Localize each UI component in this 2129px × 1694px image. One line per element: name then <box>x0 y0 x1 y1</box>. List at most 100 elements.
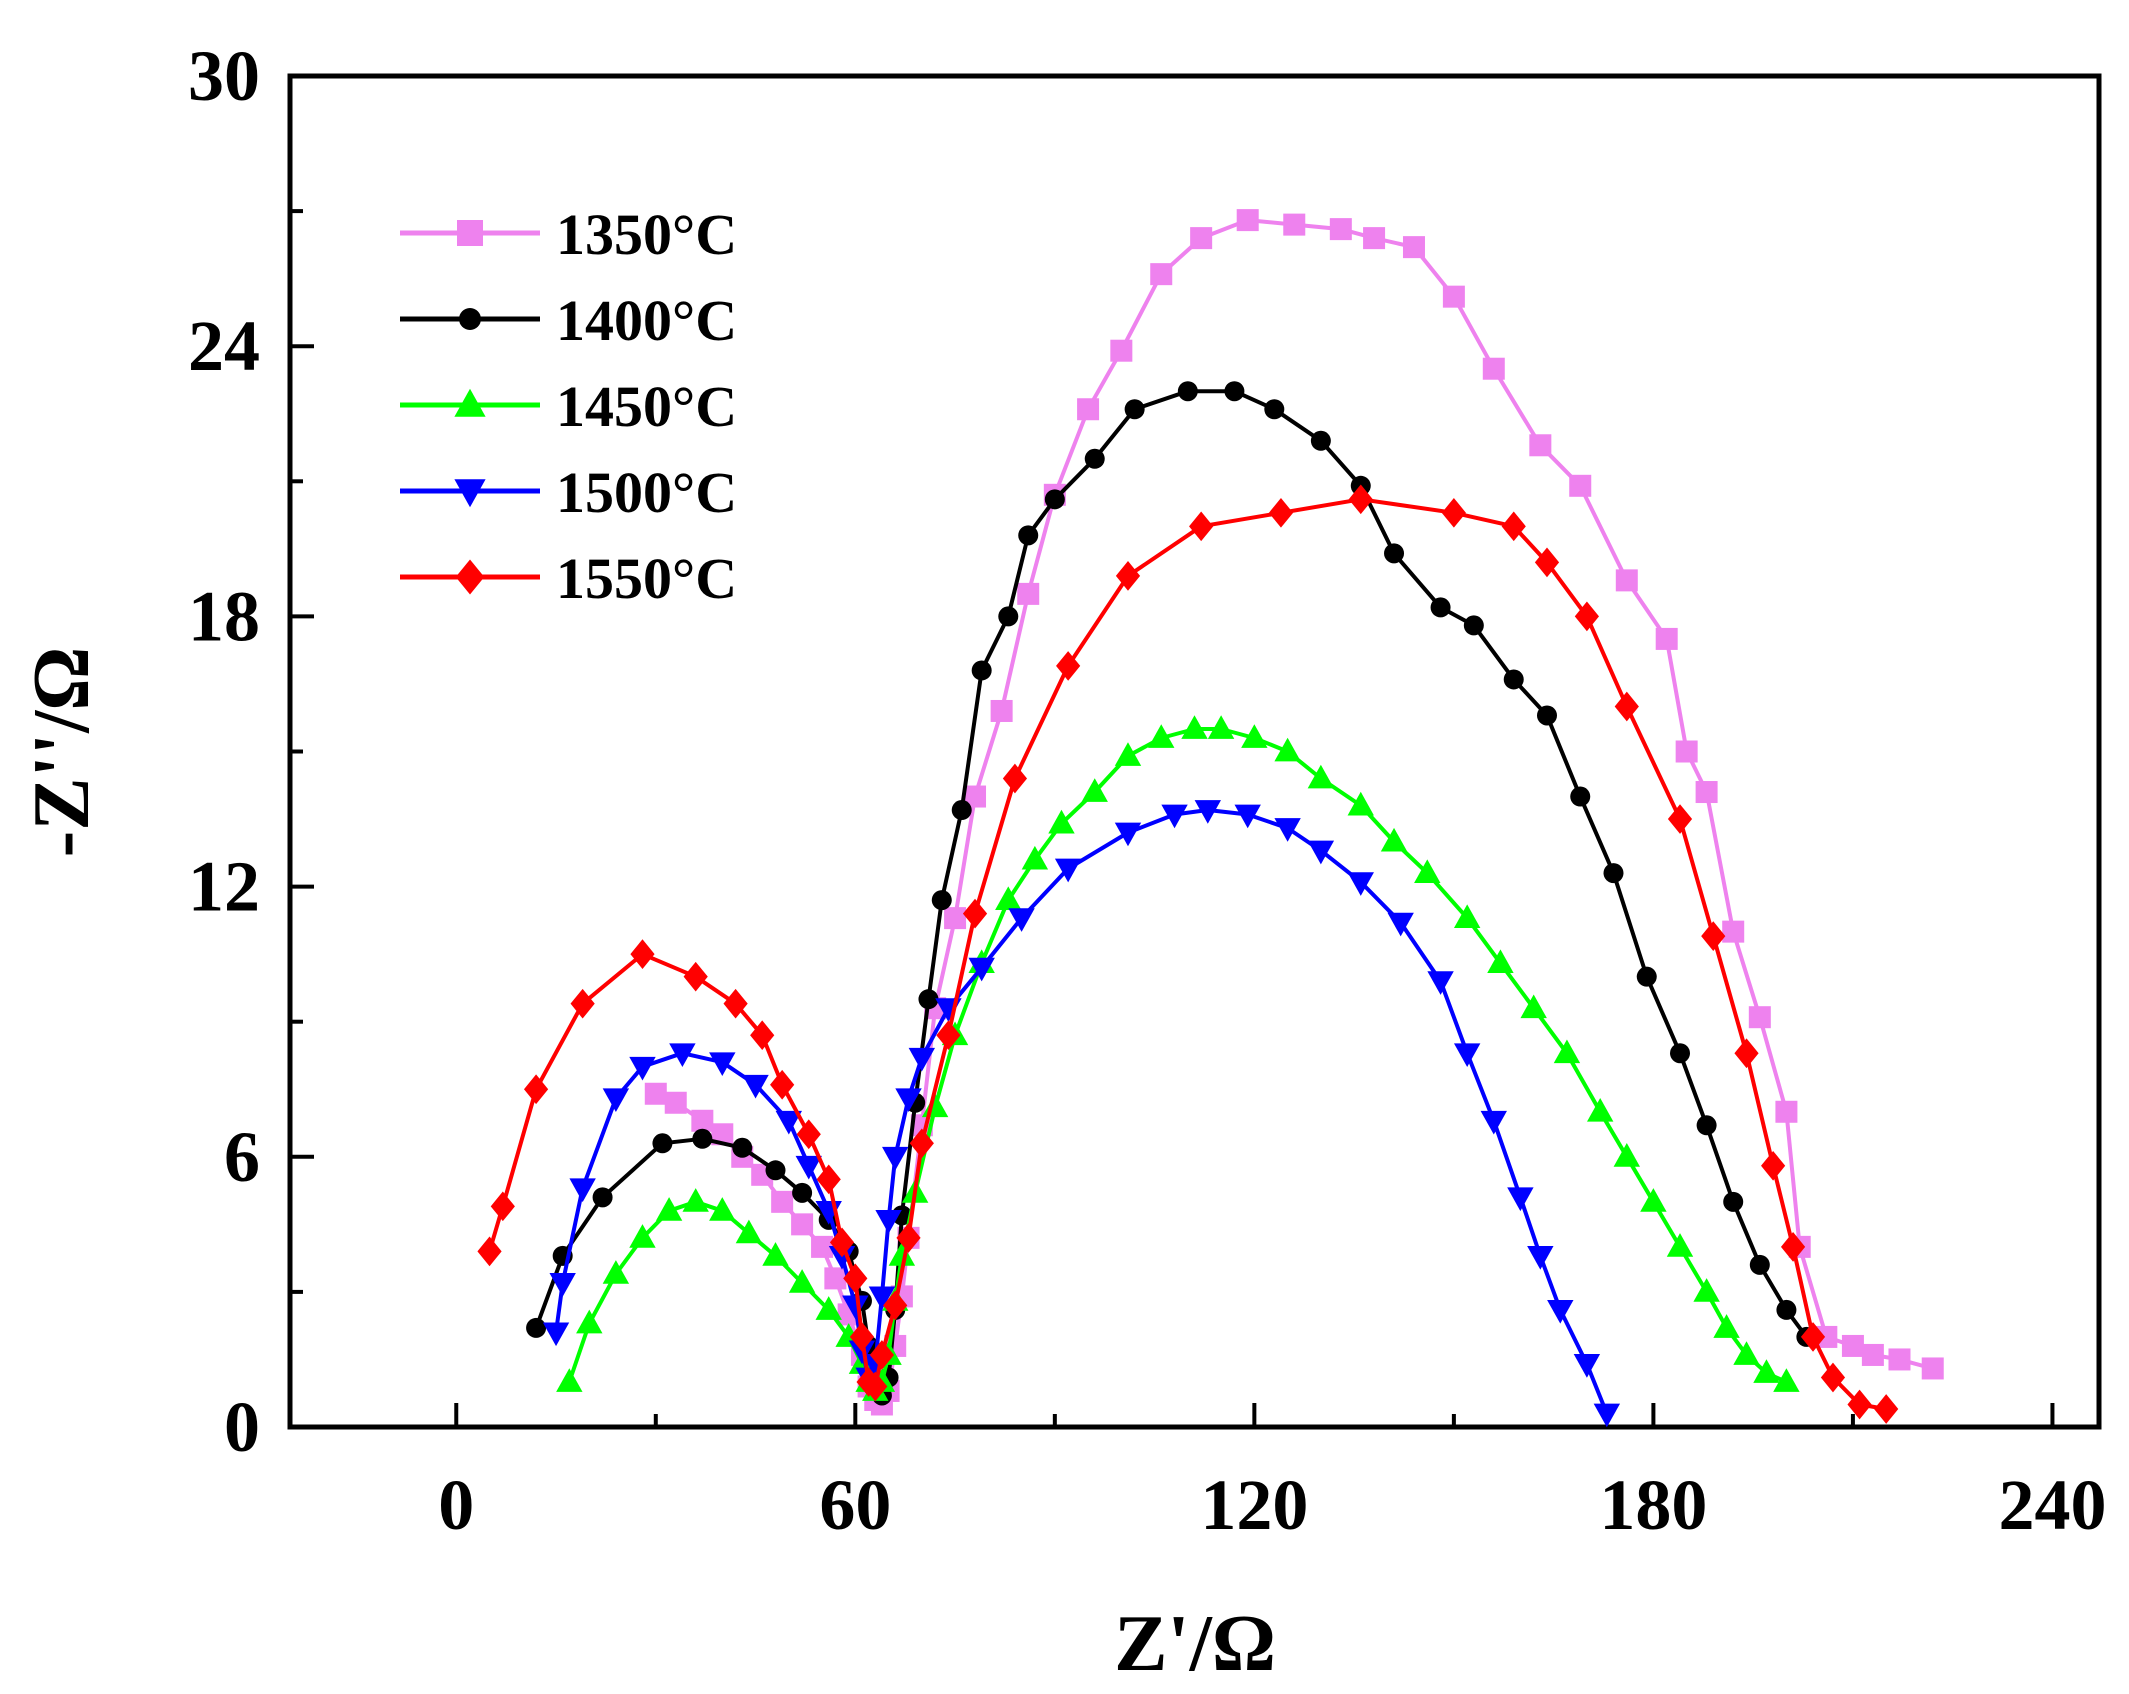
data-point <box>1536 705 1557 726</box>
data-point <box>868 1286 896 1311</box>
data-point <box>792 1182 813 1203</box>
data-point <box>1841 1334 1864 1357</box>
data-point <box>1693 1278 1720 1302</box>
y-tick-label-24: 24 <box>188 306 260 386</box>
data-point <box>692 1128 713 1149</box>
data-point <box>1800 1322 1826 1352</box>
data-point <box>1110 339 1133 362</box>
data-point <box>1380 827 1408 852</box>
data-point <box>1574 601 1599 632</box>
data-point <box>1773 1368 1800 1392</box>
data-point <box>1115 561 1141 591</box>
data-point <box>1570 786 1591 807</box>
legend-item-5: 1550°C <box>400 546 737 611</box>
data-point <box>1753 1359 1780 1383</box>
data-point <box>1776 1299 1797 1320</box>
y-tick-label-6: 6 <box>224 1117 260 1197</box>
data-point <box>1264 399 1285 420</box>
data-point <box>1177 381 1198 402</box>
data-point <box>1414 859 1441 883</box>
x-tick-label-180: 180 <box>1599 1465 1707 1545</box>
data-point <box>1056 651 1081 681</box>
data-point <box>1701 921 1726 951</box>
data-point <box>1586 1098 1614 1122</box>
series-3 <box>556 715 1800 1401</box>
data-point <box>816 1164 841 1195</box>
data-point <box>842 1295 869 1320</box>
data-point <box>1861 1343 1884 1366</box>
data-point <box>1670 1043 1691 1064</box>
data-point <box>592 1187 613 1208</box>
data-point <box>1569 474 1592 497</box>
series-5 <box>477 484 1899 1424</box>
data-point <box>1655 627 1678 650</box>
data-point <box>1363 227 1386 250</box>
data-point <box>1480 1110 1507 1135</box>
data-point <box>1084 448 1105 469</box>
data-point <box>602 1088 630 1113</box>
data-point <box>775 1110 803 1135</box>
data-point <box>477 1236 502 1267</box>
data-point <box>723 988 748 1019</box>
data-point <box>829 1227 855 1258</box>
data-point <box>771 1190 794 1213</box>
data-point <box>1640 1188 1667 1212</box>
data-point <box>1044 489 1065 510</box>
data-point <box>1384 543 1405 564</box>
data-point <box>1048 809 1075 834</box>
data-point <box>1283 213 1306 236</box>
data-point <box>1241 724 1268 748</box>
data-point <box>1761 1150 1786 1181</box>
data-point <box>815 1296 842 1320</box>
data-point <box>1666 1233 1694 1257</box>
data-point <box>1553 1039 1581 1064</box>
data-point <box>1453 1043 1481 1067</box>
data-point <box>523 1074 549 1105</box>
data-point <box>968 957 995 982</box>
data-point <box>964 785 987 808</box>
data-point <box>896 1223 921 1253</box>
data-point <box>683 961 708 992</box>
legend-item-2: 1400°C <box>400 288 737 353</box>
data-point <box>1274 818 1301 842</box>
data-point <box>1888 1348 1911 1371</box>
data-point <box>1667 804 1693 834</box>
data-point <box>882 1146 909 1171</box>
data-point <box>1181 715 1208 739</box>
data-point <box>549 1272 576 1297</box>
data-point <box>1463 615 1484 636</box>
data-point <box>1207 715 1235 739</box>
x-tick-label-60: 60 <box>819 1465 891 1545</box>
data-point <box>709 1052 736 1076</box>
data-point <box>1161 804 1188 829</box>
axis-ticks: 0 60 120 180 240 0 6 12 18 24 30 <box>188 36 2106 1545</box>
data-point <box>490 1191 515 1222</box>
series-2 <box>526 381 1817 1406</box>
data-point <box>1547 1300 1574 1324</box>
legend-item-3: 1450°C <box>400 374 737 439</box>
data-point <box>796 1119 821 1150</box>
data-point <box>909 1128 934 1159</box>
data-point <box>1603 863 1624 884</box>
data-point <box>1723 1191 1744 1212</box>
data-point <box>888 1242 916 1266</box>
data-point <box>1002 763 1028 794</box>
data-point <box>1534 547 1560 578</box>
data-point <box>883 1290 908 1321</box>
data-point <box>765 1160 786 1181</box>
data-point <box>895 1088 922 1113</box>
data-point <box>824 1267 847 1290</box>
data-point <box>1329 218 1352 241</box>
legend: 1350°C 1400°C 1450°C 1500°C 1550°C <box>400 202 737 611</box>
data-point <box>576 1309 603 1334</box>
data-point <box>542 1322 570 1347</box>
data-point <box>936 1020 961 1051</box>
data-point <box>1733 1341 1760 1365</box>
data-point <box>1734 1038 1759 1069</box>
legend-label: 1400°C <box>556 288 737 353</box>
data-point <box>1236 209 1259 232</box>
data-point <box>1347 872 1374 896</box>
data-point <box>1054 858 1082 883</box>
data-point <box>1150 263 1173 286</box>
